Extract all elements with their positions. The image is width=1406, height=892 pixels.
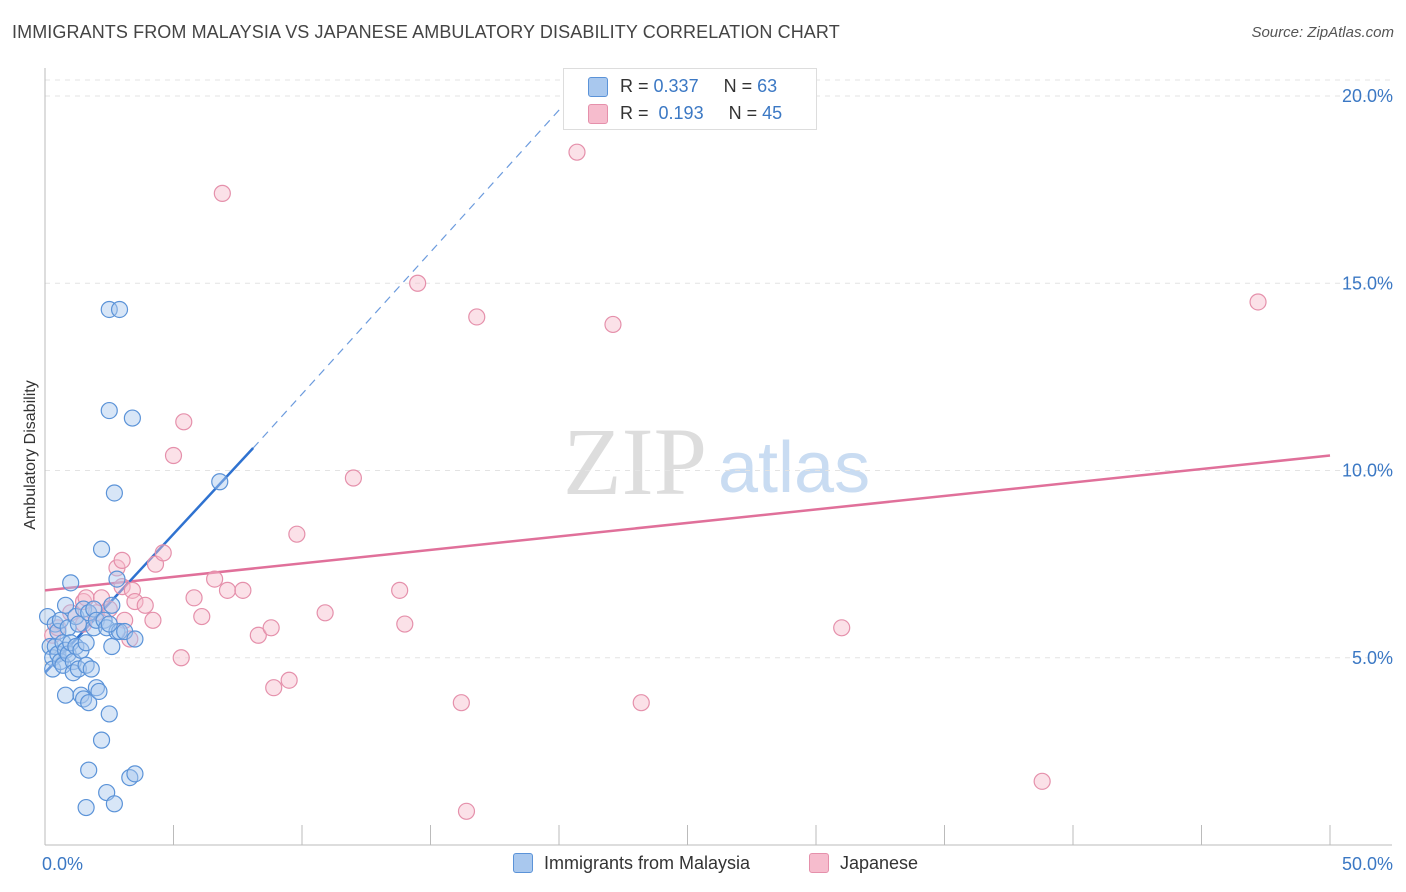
legend-r-value: 0.337 <box>653 76 699 96</box>
legend-n-value: 45 <box>762 103 783 123</box>
malaysia-point <box>105 484 123 502</box>
japanese-point <box>218 581 237 599</box>
japanese-point <box>123 581 141 599</box>
malaysia-point <box>105 795 123 813</box>
japanese-point <box>452 694 470 712</box>
legend-n-label: N = <box>728 103 758 123</box>
malaysia-point <box>110 300 129 319</box>
malaysia-point <box>100 615 118 633</box>
japanese-point <box>265 679 283 697</box>
japanese-point <box>632 694 650 712</box>
japanese-point <box>468 308 486 326</box>
japanese-point <box>391 581 409 599</box>
axes <box>44 68 1392 846</box>
japanese-point <box>206 570 224 588</box>
japanese-point <box>1249 293 1267 311</box>
japanese-point <box>288 525 306 543</box>
japanese-point <box>568 143 586 161</box>
legend-r-label: R = <box>620 76 649 96</box>
japanese-point <box>344 469 362 487</box>
japanese-point <box>262 619 280 637</box>
gridlines <box>45 79 1390 659</box>
malaysia-point <box>211 473 229 491</box>
chart-title: IMMIGRANTS FROM MALAYSIA VS JAPANESE AMB… <box>12 22 840 42</box>
malaysia-point <box>82 660 100 678</box>
malaysia-point <box>80 694 98 712</box>
japanese-trend-line <box>44 454 1331 592</box>
malaysia-point <box>77 798 95 817</box>
legend-swatch-blue <box>513 853 533 873</box>
data-points <box>38 143 1267 820</box>
japanese-point <box>193 607 211 626</box>
legend-swatch-pink <box>588 104 608 124</box>
malaysia-point <box>103 596 121 614</box>
tick-labels: 5.0% 10.0% 15.0% 20.0% 0.0% 50.0% <box>42 86 1393 874</box>
malaysia-point <box>85 600 103 618</box>
japanese-point <box>396 615 414 633</box>
malaysia-point <box>92 731 111 749</box>
japanese-point <box>1033 772 1051 790</box>
japanese-point <box>249 626 267 644</box>
japanese-point <box>113 551 131 569</box>
legend-swatch-blue <box>588 77 608 97</box>
japanese-point <box>175 413 193 431</box>
japanese-point <box>164 446 183 465</box>
y-tick-label: 5.0% <box>1352 648 1393 668</box>
japanese-point <box>154 544 172 562</box>
y-axis-label: Ambulatory Disability <box>22 380 39 529</box>
legend-n-value: 63 <box>757 76 778 96</box>
watermark-zip: ZIP <box>563 408 707 515</box>
malaysia-point <box>77 634 95 652</box>
y-tick-label: 20.0% <box>1342 86 1393 106</box>
malaysia-point <box>100 401 118 420</box>
japanese-point <box>316 604 334 622</box>
x-tick-label: 50.0% <box>1342 854 1393 874</box>
y-tick-label: 10.0% <box>1342 461 1393 481</box>
source-label: Source: ZipAtlas.com <box>1251 24 1394 41</box>
japanese-point <box>172 649 190 667</box>
malaysia-point <box>123 409 141 427</box>
japanese-point <box>126 592 144 611</box>
japanese-point <box>213 184 231 202</box>
japanese-point <box>185 589 203 607</box>
watermark-atlas: atlas <box>718 428 870 508</box>
y-tick-label: 15.0% <box>1342 273 1393 293</box>
japanese-point <box>604 315 622 334</box>
legend-swatch-pink <box>809 853 829 873</box>
malaysia-point <box>56 686 75 704</box>
correlation-legend: R = 0.337 N = 63 R = 0.193 N = 45 <box>563 68 817 130</box>
malaysia-point <box>103 637 121 656</box>
japanese-point <box>457 802 476 820</box>
japanese-point <box>280 671 298 689</box>
malaysia-point <box>92 540 111 558</box>
malaysia-point <box>49 622 67 641</box>
japanese-point <box>409 274 427 292</box>
legend-r-value: 0.193 <box>658 103 704 123</box>
malaysia-point <box>126 630 144 648</box>
legend-r-label: R = <box>620 103 649 123</box>
legend-label-japanese: Japanese <box>840 853 919 873</box>
legend-label-malaysia: Immigrants from Malaysia <box>544 853 751 873</box>
legend-n-label: N = <box>723 76 753 96</box>
malaysia-point <box>108 570 126 588</box>
malaysia-point <box>100 705 118 723</box>
malaysia-point <box>62 574 80 592</box>
malaysia-point <box>80 761 98 779</box>
malaysia-point <box>126 765 144 783</box>
japanese-point <box>833 619 851 637</box>
japanese-point <box>136 596 154 614</box>
japanese-point <box>144 611 162 629</box>
malaysia-point <box>56 596 75 614</box>
malaysia-point <box>90 682 108 701</box>
japanese-point <box>234 581 252 599</box>
malaysia-trend-extension <box>252 106 563 449</box>
x-tick-label: 0.0% <box>42 854 83 874</box>
